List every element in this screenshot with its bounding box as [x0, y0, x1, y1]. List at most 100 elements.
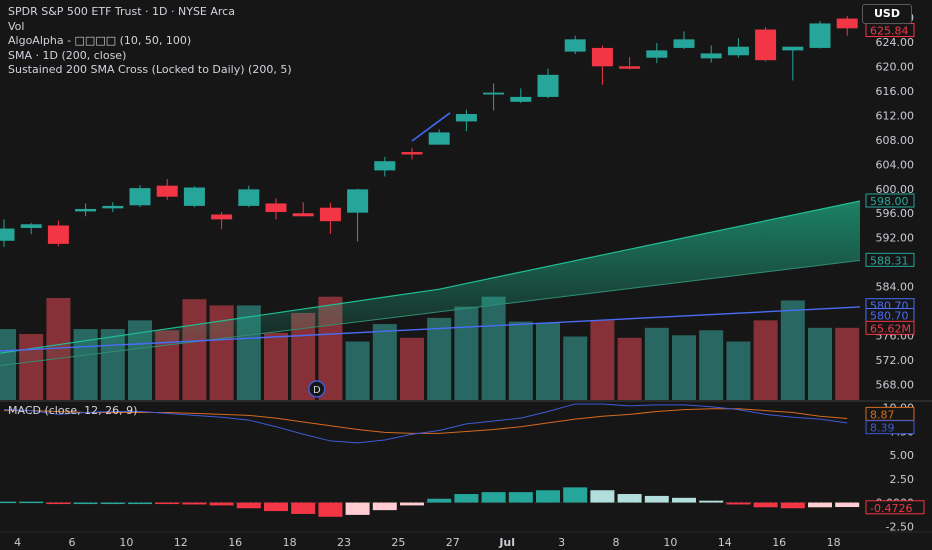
macd-value-badge-label: -0.4726	[870, 502, 912, 515]
time-tick-label: 23	[337, 536, 351, 549]
time-tick-label: 14	[718, 536, 732, 549]
macd-histogram-bar	[454, 494, 479, 503]
volume-bar	[400, 337, 424, 400]
macd-histogram-bar	[699, 500, 724, 503]
time-tick-label: 4	[14, 536, 21, 549]
price-tick-label: 572.00	[876, 354, 915, 367]
sma-200-line	[0, 306, 861, 352]
price-tick-label: 612.00	[876, 109, 915, 122]
macd-histogram-bar	[835, 502, 860, 508]
macd-histogram-bar	[73, 502, 98, 505]
price-tick-label: 600.00	[876, 183, 915, 196]
time-tick-label: Jul	[498, 536, 515, 549]
macd-value-badge-label: 8.39	[870, 422, 895, 435]
candle-body	[211, 214, 233, 220]
candle-body	[292, 213, 314, 217]
macd-histogram-bar	[100, 502, 125, 505]
volume-bar	[264, 332, 288, 400]
macd-histogram-bar	[318, 502, 343, 517]
macd-tick-label: -2.50	[886, 520, 914, 533]
symbol-title[interactable]: SPDR S&P 500 ETF Trust · 1D · NYSE Arca	[8, 5, 235, 18]
price-tick-label: 620.00	[876, 60, 915, 73]
candle-body	[537, 74, 559, 97]
macd-histogram-bar	[236, 502, 261, 509]
volume-bar	[590, 320, 615, 400]
price-tick-label: 592.00	[876, 232, 915, 245]
candle-body	[483, 92, 505, 95]
candle-body	[455, 114, 477, 122]
legend-vol[interactable]: Vol	[8, 19, 25, 33]
chart-legend: SPDR S&P 500 ETF Trust · 1D · NYSE Arca …	[8, 5, 292, 78]
candle-body	[47, 225, 69, 244]
volume-bar	[372, 324, 397, 400]
legend-sma[interactable]: SMA · 1D (200, close)	[8, 48, 127, 62]
macd-histogram-bar	[808, 502, 832, 508]
volume-bar	[644, 327, 669, 400]
time-tick-label: 16	[228, 536, 242, 549]
volume-bar	[726, 341, 751, 400]
macd-histogram-bar	[372, 502, 397, 511]
volume-bar	[454, 306, 479, 400]
price-tick-label: 624.00	[876, 36, 915, 49]
macd-histogram-bar	[617, 494, 642, 503]
time-tick-label: 3	[558, 536, 565, 549]
candle-body	[727, 46, 749, 56]
macd-histogram-bar	[19, 501, 44, 504]
volume-bar	[19, 334, 44, 400]
macd-histogram-bar	[753, 502, 778, 508]
macd-histogram-bar	[644, 495, 669, 503]
trend-band-upper-line	[0, 200, 861, 354]
candle-body	[265, 203, 287, 213]
candle-body	[591, 47, 613, 67]
trend-band-lower-line	[0, 259, 861, 367]
candle-body	[700, 53, 722, 59]
candle-body	[401, 152, 423, 155]
macd-histogram-bar	[291, 502, 316, 514]
volume-bar	[672, 335, 696, 400]
time-tick-label: 27	[446, 536, 460, 549]
candle-body	[183, 187, 205, 206]
price-tick-label: 608.00	[876, 134, 915, 147]
candle-body	[238, 189, 260, 206]
macd-value-badge	[865, 500, 925, 515]
volume-bar	[345, 341, 370, 400]
candle-body	[782, 46, 804, 51]
macd-histogram-bar	[726, 502, 751, 505]
volume-bar	[808, 327, 832, 400]
legend-sustained-cross[interactable]: Sustained 200 SMA Cross (Locked to Daily…	[8, 63, 292, 76]
macd-histogram-bar	[46, 502, 71, 505]
dividend-marker-label: D	[313, 385, 321, 396]
volume-bar	[536, 322, 560, 400]
macd-histogram-bar	[536, 490, 560, 503]
candle-body	[755, 29, 777, 61]
macd-histogram-bar	[780, 502, 805, 509]
macd-histogram-bar	[155, 502, 180, 505]
candle-body	[836, 18, 858, 29]
legend-algoalpha[interactable]: AlgoAlpha - □□□□ (10, 50, 100)	[8, 34, 192, 47]
candle-body	[510, 96, 532, 102]
candle-body	[156, 185, 178, 197]
candle-body	[75, 208, 97, 212]
price-tick-label: 584.00	[876, 281, 915, 294]
currency-button[interactable]: USD	[862, 4, 912, 24]
price-tick-label: 596.00	[876, 207, 915, 220]
candle-body	[619, 66, 641, 69]
price-tick-label: 616.00	[876, 85, 915, 98]
macd-signal-line	[4, 408, 848, 434]
time-tick-label: 12	[174, 536, 188, 549]
macd-histogram-bar	[508, 492, 533, 503]
drawn-trendline	[411, 112, 451, 142]
price-badge-label: 598.00	[870, 195, 909, 208]
macd-histogram-bar	[400, 502, 424, 506]
macd-legend[interactable]: MACD (close, 12, 26, 9)	[8, 404, 138, 417]
time-tick-label: 8	[613, 536, 620, 549]
candle-body	[646, 50, 668, 58]
macd-histogram-bar	[672, 497, 696, 503]
time-tick-label: 16	[772, 536, 786, 549]
volume-bar	[753, 320, 778, 400]
volume-bar	[427, 317, 452, 400]
time-tick-label: 6	[69, 536, 76, 549]
macd-histogram-bar	[345, 502, 370, 515]
candle-body	[20, 224, 42, 228]
